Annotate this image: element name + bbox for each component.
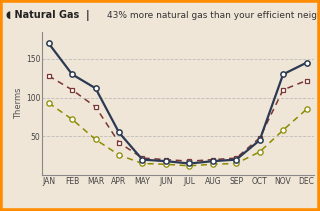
Text: ◖ Natural Gas  |: ◖ Natural Gas | — [6, 10, 90, 21]
Text: 43% more natural gas than your efficient neighbors: 43% more natural gas than your efficient… — [107, 11, 320, 20]
Y-axis label: Therms: Therms — [14, 88, 23, 119]
